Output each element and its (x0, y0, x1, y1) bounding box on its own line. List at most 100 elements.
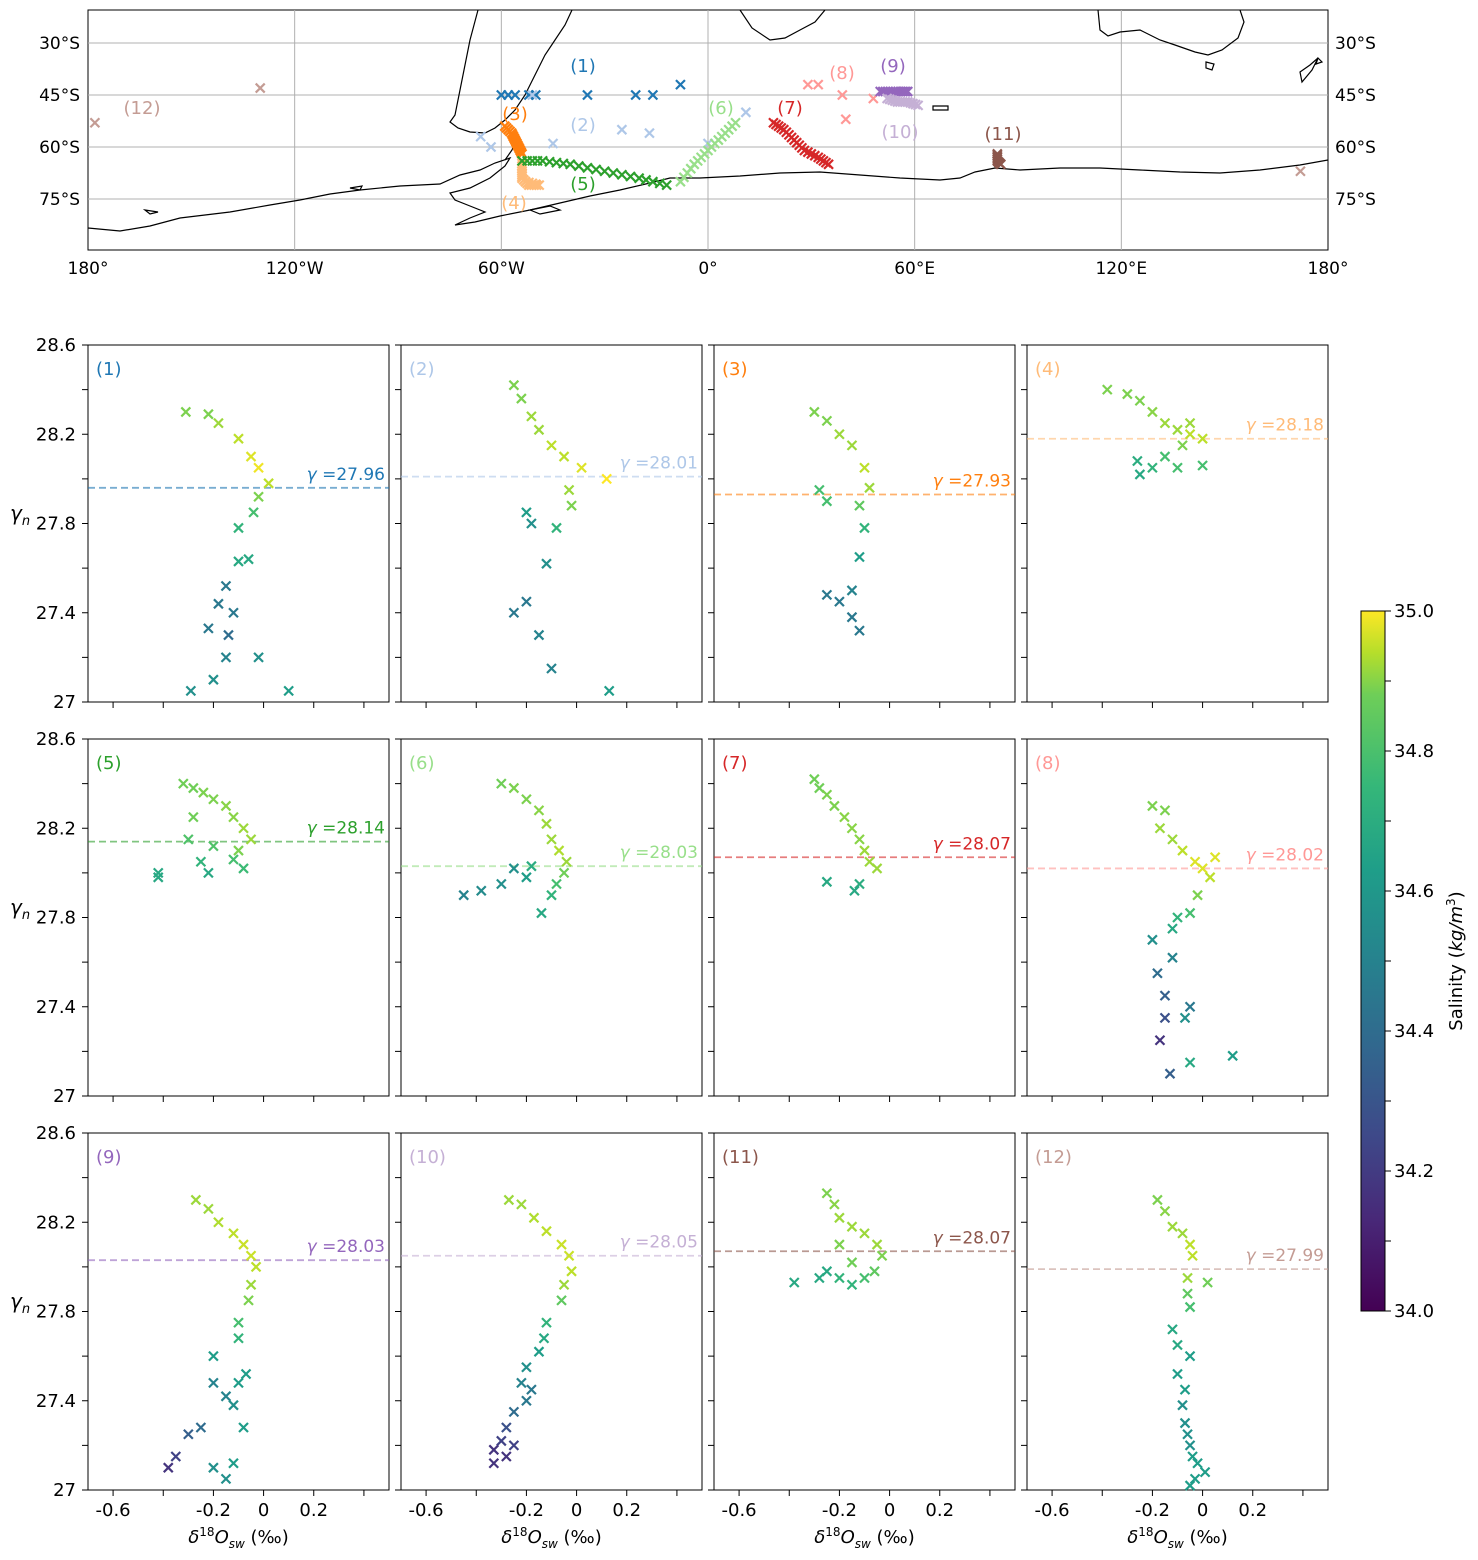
data-point (859, 522, 870, 534)
data-point (1184, 1057, 1196, 1068)
data-point (220, 1473, 232, 1485)
map-station-marker (675, 79, 686, 90)
data-point (821, 495, 833, 507)
data-point (541, 818, 552, 830)
data-point (846, 1257, 858, 1268)
data-point (533, 805, 545, 816)
map-station-marker (523, 177, 535, 188)
map-section-label: (1) (570, 56, 596, 77)
gamma-label: γ =28.05 (620, 1233, 698, 1253)
panel-1: 28.6 28.2 27.8 27.4 27 γn γ =27.96 (1) (10, 335, 390, 713)
data-point (208, 1377, 219, 1389)
map-section-label: (11) (985, 124, 1022, 145)
data-point (839, 811, 850, 823)
data-point (208, 1462, 219, 1473)
map-station-marker (530, 89, 542, 101)
data-point (238, 1239, 249, 1250)
data-point (228, 854, 239, 865)
colorbar-tick-label: 34.8 (1394, 741, 1434, 762)
data-point (1159, 417, 1171, 429)
colorbar-ticks: 35.0 34.8 34.6 34.4 34.2 34.0 (1385, 601, 1434, 1322)
map-station-marker (837, 89, 848, 101)
map-station-marker (564, 159, 576, 170)
data-point (185, 685, 197, 697)
map-lat-tick-label-left: 45°S (39, 86, 80, 106)
data-point (526, 860, 537, 872)
data-point (1204, 872, 1216, 883)
x-axis-label: δ18Osw (‰) (1127, 1525, 1227, 1551)
map-section-label: (9) (880, 56, 906, 77)
data-point (1184, 907, 1196, 919)
map-lon-tick-label: 120°W (266, 259, 324, 279)
data-point (834, 1272, 845, 1284)
map-station-marker (475, 131, 486, 142)
data-point (1172, 462, 1183, 473)
map-station-marker (840, 113, 852, 125)
x-axis-label: δ18Osw (‰) (814, 1525, 914, 1551)
map-station-marker (599, 165, 610, 177)
panel-10: -0.6 -0.2 0 0.2 δ18Osw (‰) γ =28.05 (10) (395, 1132, 703, 1551)
data-point (183, 834, 194, 845)
data-point (253, 652, 264, 663)
map-station-marker (802, 79, 814, 90)
data-point (501, 1451, 512, 1462)
data-point (1192, 889, 1203, 901)
gamma-label: γ =27.96 (307, 465, 385, 485)
map-lat-tick-label-right: 30°S (1335, 34, 1376, 54)
panel-frame (713, 344, 1016, 703)
panel-frame (1026, 344, 1329, 703)
map-lon-tick-label: 60°W (478, 259, 525, 279)
data-point (195, 856, 207, 867)
data-point (488, 1444, 500, 1456)
data-point (533, 629, 545, 641)
map-station-marker (582, 162, 593, 174)
panel-label: (6) (409, 753, 435, 774)
data-point (1177, 440, 1188, 451)
data-point (809, 406, 820, 418)
data-point (508, 1406, 520, 1418)
y-tick-label: 27.8 (36, 1302, 76, 1323)
data-point (566, 1266, 577, 1277)
data-point (1182, 1288, 1193, 1299)
data-point (521, 793, 532, 805)
data-point (1184, 1239, 1196, 1250)
data-point (1184, 1001, 1196, 1013)
data-point (238, 822, 249, 834)
map-section-label: (12) (124, 98, 161, 119)
data-point (541, 1225, 552, 1237)
map-station-marker (616, 124, 628, 135)
map-section-6: (6) (675, 98, 741, 187)
ice-shelf-islands (142, 185, 563, 215)
panel-label: (1) (96, 359, 122, 380)
data-point (198, 787, 209, 798)
data-point (1182, 1428, 1193, 1440)
kerguelen-island (932, 105, 949, 111)
map-station-marker (899, 86, 910, 97)
y-tick-label: 27 (53, 1086, 76, 1107)
data-point (1184, 428, 1196, 440)
data-point (521, 872, 532, 883)
data-point (521, 596, 532, 607)
panel-frame (400, 738, 703, 1097)
data-point (558, 867, 570, 879)
africa-coastline (739, 10, 826, 41)
data-point (228, 1228, 239, 1239)
map-section-10: (10) (882, 93, 924, 143)
x-tick-label: -0.6 (96, 1500, 131, 1521)
map-gridlines (88, 10, 1328, 250)
data-point (1167, 834, 1178, 845)
data-point (195, 1422, 207, 1433)
colorbar-tick-label: 34.2 (1394, 1161, 1434, 1182)
map-station-marker (1295, 165, 1306, 177)
map-station-marker (527, 89, 538, 101)
map-tick-labels: 180° 120°W 60°W 0° 60°E 120°E 180° 30°S 30°S 45°S… (39, 34, 1376, 279)
x-tick-label: 0.2 (299, 1500, 328, 1521)
data-point (859, 1272, 870, 1284)
colorbar-label-text: Salinity ( (1446, 951, 1467, 1030)
data-point (228, 811, 239, 823)
data-point (245, 451, 257, 462)
map-lon-tick-label: 180° (68, 259, 109, 279)
gamma-label: γ =28.07 (933, 834, 1011, 854)
panel-label: (12) (1035, 1147, 1072, 1168)
data-point (1227, 1050, 1238, 1062)
